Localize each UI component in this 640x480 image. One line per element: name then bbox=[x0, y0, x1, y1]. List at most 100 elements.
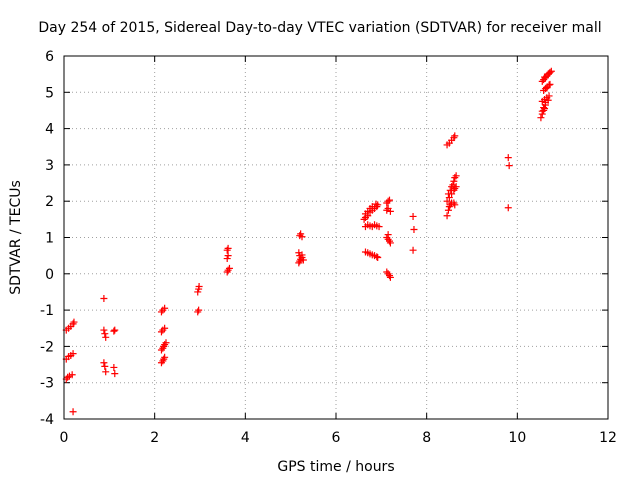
y-tick-label: 5 bbox=[45, 85, 54, 101]
data-point bbox=[100, 359, 108, 367]
data-point bbox=[161, 304, 169, 312]
y-tick-label: -1 bbox=[40, 303, 54, 319]
x-tick-label: 10 bbox=[508, 430, 526, 446]
data-point bbox=[374, 253, 382, 261]
data-point bbox=[224, 244, 232, 252]
data-point bbox=[409, 212, 417, 220]
data-point bbox=[545, 69, 553, 77]
y-axis-label: SDTVAR / TECUs bbox=[8, 180, 24, 295]
y-tick-label: 2 bbox=[45, 194, 54, 210]
data-point bbox=[384, 197, 392, 205]
data-point bbox=[100, 326, 108, 334]
data-point bbox=[161, 324, 169, 332]
data-point bbox=[100, 294, 108, 302]
data-point bbox=[449, 181, 457, 189]
data-point bbox=[541, 73, 549, 81]
data-point bbox=[410, 226, 418, 234]
y-tick-label: 6 bbox=[45, 49, 54, 65]
data-point bbox=[225, 264, 233, 272]
data-point bbox=[446, 186, 454, 194]
data-point bbox=[386, 273, 394, 281]
chart-title: Day 254 of 2015, Sidereal Day-to-day VTE… bbox=[38, 20, 601, 36]
data-points bbox=[62, 67, 555, 416]
data-point bbox=[102, 333, 110, 341]
data-point bbox=[444, 206, 452, 214]
y-tick-label: 4 bbox=[45, 122, 54, 138]
plot-frame bbox=[63, 55, 609, 420]
data-point bbox=[409, 246, 417, 254]
data-point bbox=[223, 246, 231, 254]
data-point bbox=[194, 308, 202, 316]
y-tick-label: -4 bbox=[40, 412, 54, 428]
data-point bbox=[298, 251, 306, 259]
data-point bbox=[162, 339, 170, 347]
data-point bbox=[101, 330, 109, 338]
data-point bbox=[70, 318, 78, 326]
data-point bbox=[505, 162, 513, 170]
data-point bbox=[224, 252, 232, 260]
data-point bbox=[69, 408, 77, 416]
data-point bbox=[450, 177, 458, 185]
data-point bbox=[102, 368, 110, 376]
data-point bbox=[161, 353, 169, 361]
y-tick-labels: -4 -3 -2 -1 0 1 2 3 4 5 6 bbox=[40, 49, 54, 428]
data-point bbox=[537, 114, 545, 122]
data-point bbox=[444, 190, 452, 198]
data-point bbox=[452, 172, 460, 180]
x-tick-labels: 0 2 4 6 8 10 12 bbox=[60, 430, 617, 446]
data-point bbox=[443, 212, 451, 220]
y-tick-label: 0 bbox=[45, 267, 54, 283]
x-tick-label: 12 bbox=[599, 430, 617, 446]
data-point bbox=[110, 327, 118, 335]
y-tick-label: -2 bbox=[40, 339, 54, 355]
data-point bbox=[372, 200, 380, 208]
data-point bbox=[541, 98, 549, 106]
data-point bbox=[157, 328, 165, 336]
data-point bbox=[224, 266, 232, 274]
data-point bbox=[384, 231, 392, 239]
x-axis-label: GPS time / hours bbox=[277, 459, 394, 475]
data-point bbox=[386, 239, 394, 247]
x-tick-label: 2 bbox=[150, 430, 159, 446]
data-point bbox=[546, 68, 554, 76]
data-point bbox=[374, 201, 382, 209]
data-point bbox=[546, 80, 554, 88]
data-point bbox=[445, 194, 453, 202]
data-point bbox=[443, 197, 451, 205]
data-point bbox=[545, 92, 553, 100]
data-point bbox=[386, 207, 394, 215]
data-point bbox=[540, 104, 548, 112]
x-tick-label: 6 bbox=[332, 430, 341, 446]
data-point bbox=[111, 326, 119, 334]
data-point bbox=[383, 206, 391, 214]
data-point bbox=[451, 132, 459, 140]
data-point bbox=[195, 306, 203, 314]
data-point bbox=[368, 203, 376, 211]
data-point bbox=[385, 196, 393, 204]
data-point bbox=[451, 174, 459, 182]
data-point bbox=[159, 326, 167, 334]
x-tick-label: 4 bbox=[241, 430, 250, 446]
data-point bbox=[161, 341, 169, 349]
grid-lines bbox=[64, 56, 608, 419]
x-tick-label: 0 bbox=[60, 430, 69, 446]
data-point bbox=[538, 107, 546, 115]
data-point bbox=[373, 253, 381, 261]
data-point bbox=[375, 223, 383, 231]
y-tick-label: 1 bbox=[45, 231, 54, 247]
data-point bbox=[101, 362, 109, 370]
x-tick-label: 8 bbox=[422, 430, 431, 446]
data-point bbox=[159, 344, 167, 352]
data-point bbox=[159, 357, 167, 365]
data-point bbox=[299, 256, 307, 264]
data-point bbox=[110, 363, 118, 371]
data-point bbox=[541, 85, 549, 93]
data-point bbox=[298, 233, 306, 241]
data-point bbox=[69, 350, 77, 358]
data-point bbox=[111, 370, 119, 378]
data-point bbox=[159, 306, 167, 314]
y-tick-label: 3 bbox=[45, 158, 54, 174]
y-tick-label: -3 bbox=[40, 376, 54, 392]
data-point bbox=[195, 283, 203, 291]
